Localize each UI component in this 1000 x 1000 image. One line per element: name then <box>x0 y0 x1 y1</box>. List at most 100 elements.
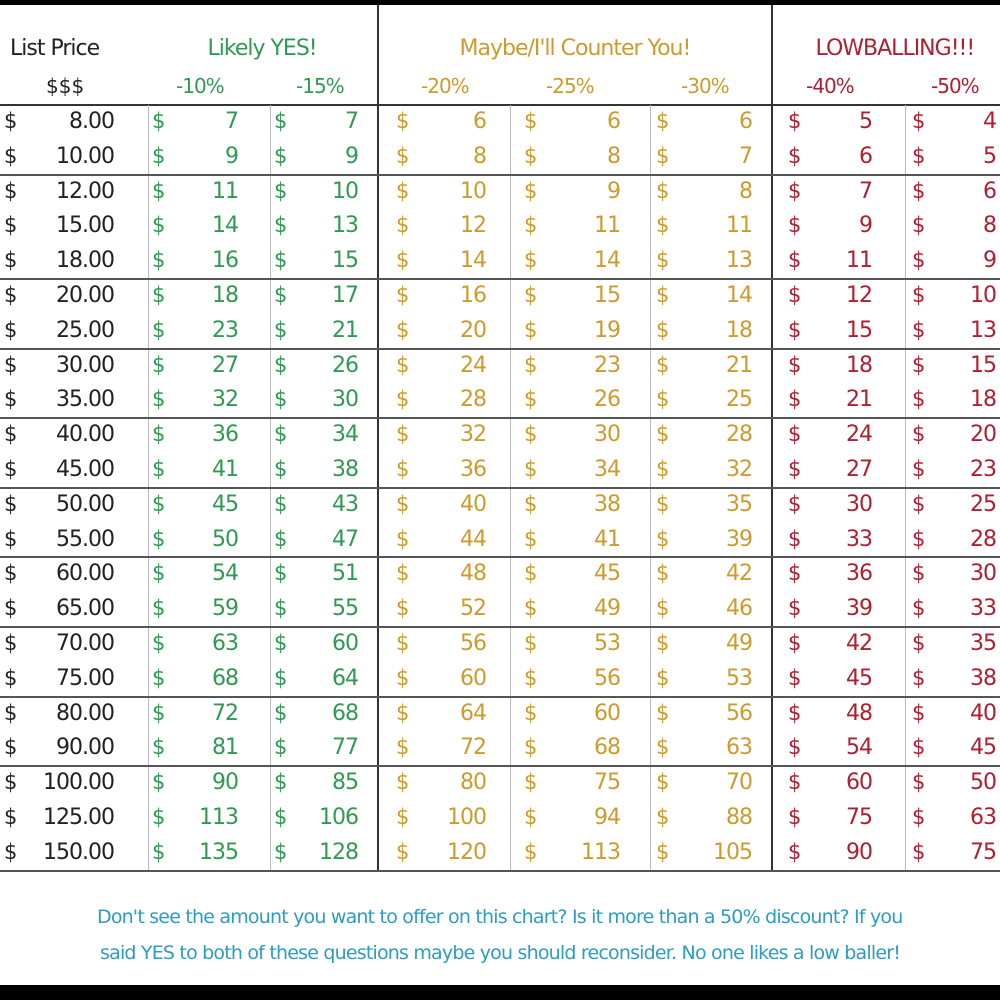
offer-value: 128 <box>319 839 359 865</box>
currency-sign: $ <box>524 422 538 447</box>
offer-value: 24 <box>460 352 487 378</box>
currency-sign: $ <box>396 561 410 586</box>
currency-sign: $ <box>656 248 670 273</box>
currency-sign: $ <box>152 526 166 551</box>
currency-sign: $ <box>788 248 802 273</box>
currency-sign: $ <box>396 526 410 551</box>
section-rule <box>0 869 1000 872</box>
currency-sign: $ <box>274 631 288 655</box>
currency-sign: $ <box>274 526 288 551</box>
currency-sign: $ <box>4 526 18 551</box>
currency-sign: $ <box>274 735 288 760</box>
offer-value: 25 <box>970 491 997 517</box>
currency-sign: $ <box>656 213 670 238</box>
list-price: 80.00 <box>56 700 115 726</box>
currency-sign: $ <box>912 143 926 168</box>
currency-sign: $ <box>524 526 538 551</box>
offer-value: 113 <box>581 839 621 865</box>
currency-sign: $ <box>4 317 18 342</box>
currency-sign: $ <box>274 561 288 586</box>
currency-sign: $ <box>912 805 926 829</box>
currency-sign: $ <box>656 387 670 412</box>
offer-value: 11 <box>846 248 873 274</box>
currency-sign: $ <box>274 317 288 342</box>
currency-sign: $ <box>396 839 410 864</box>
currency-sign: $ <box>912 665 926 690</box>
offer-value: 75 <box>846 805 873 830</box>
currency-sign: $ <box>396 422 410 447</box>
currency-sign: $ <box>274 805 288 829</box>
currency-sign: $ <box>524 631 538 655</box>
currency-sign: $ <box>152 248 166 273</box>
list-price-header: List Price <box>10 36 100 61</box>
offer-value: 23 <box>212 317 239 343</box>
currency-sign: $ <box>788 665 802 690</box>
section-rule <box>0 765 1000 768</box>
currency-sign: $ <box>274 283 288 307</box>
offer-value: 20 <box>970 422 997 448</box>
offer-value: 39 <box>726 526 753 552</box>
offer-value: 6 <box>859 143 873 169</box>
currency-sign: $ <box>656 839 670 864</box>
offer-value: 72 <box>460 735 487 761</box>
currency-sign: $ <box>788 178 802 203</box>
currency-sign: $ <box>788 387 802 412</box>
currency-sign: $ <box>4 457 18 481</box>
currency-sign: $ <box>4 248 18 273</box>
list-price: 35.00 <box>56 387 115 413</box>
offer-value: 15 <box>846 317 873 343</box>
offer-value: 14 <box>212 213 239 239</box>
currency-sign: $ <box>274 248 288 273</box>
currency-sign: $ <box>912 839 926 864</box>
currency-sign: $ <box>788 561 802 586</box>
list-price: 45.00 <box>56 457 115 482</box>
offer-value: 7 <box>345 109 359 134</box>
currency-sign: $ <box>524 839 538 864</box>
offer-value: 7 <box>859 178 873 204</box>
offer-value: 75 <box>594 770 621 796</box>
offer-value: 34 <box>594 457 621 482</box>
currency-sign: $ <box>912 631 926 655</box>
currency-sign: $ <box>274 143 288 168</box>
offer-value: 28 <box>970 526 997 552</box>
offer-value: 45 <box>212 491 239 517</box>
currency-sign: $ <box>788 457 802 481</box>
currency-sign: $ <box>396 735 410 760</box>
currency-sign: $ <box>524 665 538 690</box>
currency-sign: $ <box>4 109 18 133</box>
list-price: 18.00 <box>56 248 115 274</box>
offer-value: 100 <box>447 805 487 830</box>
currency-sign: $ <box>912 700 926 725</box>
offer-value: 30 <box>594 422 621 448</box>
currency-sign: $ <box>396 248 410 273</box>
currency-sign: $ <box>656 422 670 447</box>
currency-sign: $ <box>396 109 410 133</box>
section-rule <box>0 695 1000 698</box>
currency-sign: $ <box>152 457 166 481</box>
offer-value: 11 <box>594 213 621 239</box>
currency-sign: $ <box>4 839 18 864</box>
currency-sign: $ <box>152 213 166 238</box>
offer-value: 19 <box>594 317 621 343</box>
offer-value: 105 <box>713 839 753 865</box>
currency-sign: $ <box>274 491 288 516</box>
currency-sign: $ <box>788 352 802 377</box>
currency-sign: $ <box>656 665 670 690</box>
currency-sign: $ <box>396 491 410 516</box>
offer-value: 64 <box>332 665 359 691</box>
offer-value: 8 <box>983 213 997 239</box>
currency-sign: $ <box>524 491 538 516</box>
currency-sign: $ <box>788 700 802 725</box>
offer-value: 18 <box>846 352 873 378</box>
currency-sign: $ <box>152 491 166 516</box>
currency-sign: $ <box>274 352 288 377</box>
list-price: 65.00 <box>56 596 115 622</box>
offer-value: 46 <box>726 596 753 622</box>
currency-sign: $ <box>396 770 410 795</box>
offer-value: 8 <box>739 178 753 204</box>
section-rule <box>0 486 1000 489</box>
offer-value: 6 <box>739 109 753 134</box>
offer-value: 9 <box>859 213 873 239</box>
currency-sign: $ <box>656 317 670 342</box>
currency-sign: $ <box>4 596 18 621</box>
